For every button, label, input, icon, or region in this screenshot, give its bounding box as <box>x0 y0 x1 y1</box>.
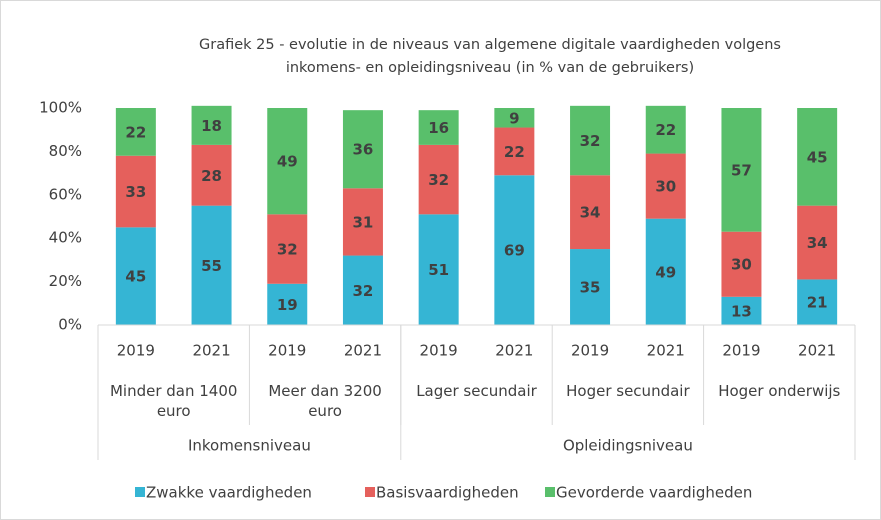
data-label: 22 <box>655 121 676 139</box>
bar-segment <box>721 296 762 325</box>
x-tick-label: 2021 <box>647 342 685 360</box>
legend-label: Zwakke vaardigheden <box>146 484 312 502</box>
data-label: 13 <box>731 302 752 320</box>
bar-segment <box>267 214 308 284</box>
x-tick-label: 2021 <box>192 342 230 360</box>
bar-segment <box>797 205 838 280</box>
bar-segment <box>342 188 383 256</box>
data-label: 35 <box>580 279 601 297</box>
bar-segment <box>191 144 232 206</box>
x-tick-label: 2019 <box>268 342 306 360</box>
bar-segment <box>645 218 686 325</box>
bar-segment <box>721 108 762 232</box>
data-label: 69 <box>504 242 525 260</box>
bar-segment <box>570 105 611 176</box>
data-label: 21 <box>807 294 828 312</box>
x-tick-label: 2019 <box>571 342 609 360</box>
group-label: Hoger onderwijs <box>718 382 841 400</box>
x-tick-label: 2021 <box>344 342 382 360</box>
x-tick-label: 2019 <box>420 342 458 360</box>
bar-segment <box>267 108 308 215</box>
bar-segment <box>342 110 383 189</box>
bar-segment <box>645 105 686 154</box>
data-label: 49 <box>277 153 298 171</box>
x-tick-label: 2021 <box>798 342 836 360</box>
legend-swatch <box>365 487 375 497</box>
data-label: 36 <box>353 141 374 159</box>
data-label: 19 <box>277 296 298 314</box>
data-label: 18 <box>201 117 222 135</box>
data-label: 31 <box>353 213 374 231</box>
supergroup-label: Inkomensniveau <box>188 437 311 455</box>
bar-segment <box>721 231 762 297</box>
data-label: 32 <box>580 132 601 150</box>
data-label: 45 <box>125 268 146 286</box>
bar-segment <box>191 205 232 325</box>
bar-segment <box>418 144 459 215</box>
data-label: 32 <box>277 241 298 259</box>
bar-segment <box>494 127 535 176</box>
bar-segment <box>191 105 232 145</box>
legend-label: Basisvaardigheden <box>376 484 519 502</box>
bar-segment <box>494 175 535 325</box>
bar-segment <box>418 214 459 325</box>
legend-swatch <box>545 487 555 497</box>
data-label: 34 <box>807 234 828 252</box>
bar-segment <box>570 175 611 250</box>
x-tick-label: 2021 <box>495 342 533 360</box>
data-label: 32 <box>353 282 374 300</box>
bar-segment <box>418 110 459 145</box>
group-label: Meer dan 3200 euro <box>268 382 382 420</box>
data-label: 30 <box>731 256 752 274</box>
bar-segment <box>342 255 383 325</box>
bar-segment <box>115 227 156 325</box>
bar-segment <box>797 108 838 206</box>
y-tick-label: 100% <box>39 99 82 117</box>
bar-segment <box>645 153 686 219</box>
legend-swatch <box>135 487 145 497</box>
bar-segment <box>570 249 611 325</box>
data-label: 22 <box>125 123 146 141</box>
group-label: Lager secundair <box>416 382 537 400</box>
x-tick-label: 2019 <box>117 342 155 360</box>
data-label: 33 <box>125 183 146 201</box>
y-tick-label: 40% <box>49 229 82 247</box>
data-label: 28 <box>201 167 222 185</box>
y-tick-label: 60% <box>49 185 82 203</box>
y-tick-label: 0% <box>58 316 82 334</box>
data-label: 55 <box>201 257 222 275</box>
data-label: 32 <box>428 171 449 189</box>
data-label: 22 <box>504 143 525 161</box>
bar-segment <box>494 108 535 128</box>
chart-title: Grafiek 25 - evolutie in de niveaus van … <box>199 37 781 53</box>
data-label: 16 <box>428 119 449 137</box>
y-tick-label: 20% <box>49 272 82 290</box>
bar-segment <box>797 279 838 325</box>
data-label: 57 <box>731 161 752 179</box>
legend-label: Gevorderde vaardigheden <box>556 484 752 502</box>
group-label: Minder dan 1400 euro <box>109 382 238 420</box>
data-label: 45 <box>807 148 828 166</box>
bar-segment <box>115 155 156 228</box>
y-tick-label: 80% <box>49 142 82 160</box>
chart-title: inkomens- en opleidingsniveau (in % van … <box>286 60 694 76</box>
x-tick-label: 2019 <box>722 342 760 360</box>
data-label: 30 <box>655 178 676 196</box>
group-label: Hoger secundair <box>566 382 690 400</box>
bar-segment <box>267 283 308 325</box>
data-label: 51 <box>428 261 449 279</box>
data-label: 34 <box>580 204 601 222</box>
supergroup-label: Opleidingsniveau <box>563 437 693 455</box>
bar-segment <box>115 108 156 156</box>
data-label: 9 <box>509 109 519 127</box>
data-label: 49 <box>655 263 676 281</box>
